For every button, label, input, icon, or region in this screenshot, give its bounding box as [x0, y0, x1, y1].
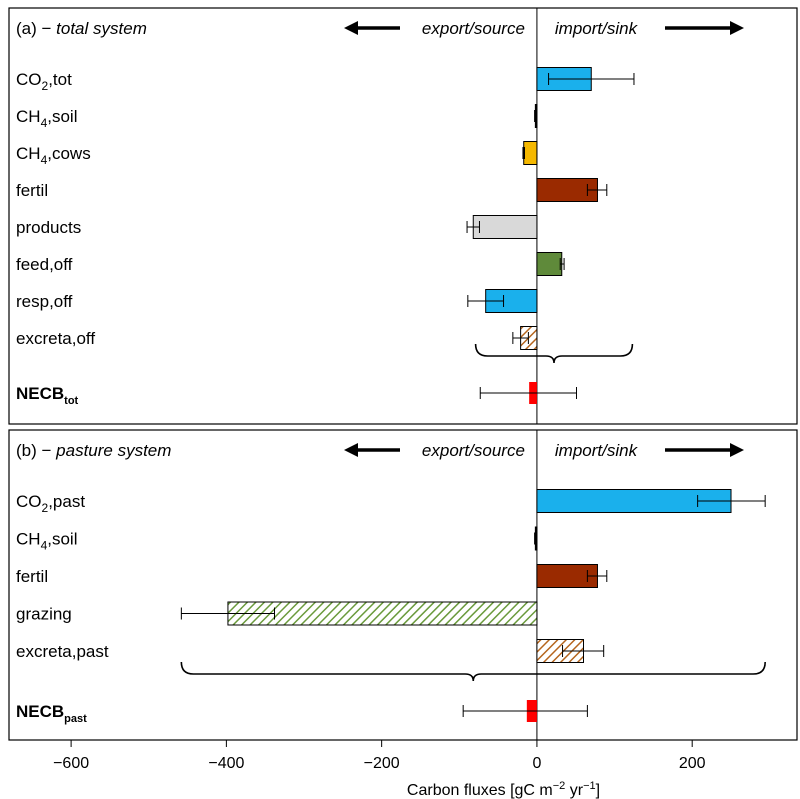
x-tick-label: −400 [208, 755, 244, 772]
bar-label: resp,off [16, 292, 73, 311]
x-axis-label: Carbon fluxes [gC m−2 yr−1] [407, 780, 600, 799]
x-tick-label: 200 [679, 755, 706, 772]
necb-label: NECBpast [16, 702, 87, 725]
panel-title: (a) − total system [16, 19, 147, 38]
bar-label: fertil [16, 181, 48, 200]
x-tick-label: −200 [364, 755, 400, 772]
bar-label: excreta,off [16, 329, 95, 348]
import-arrow-head [730, 21, 744, 35]
x-tick-label: 0 [532, 755, 541, 772]
sum-brace [474, 343, 634, 364]
bar-label: CO2,tot [16, 70, 72, 93]
bar-label: excreta,past [16, 642, 109, 661]
export-source-label: export/source [422, 19, 525, 38]
export-arrow-head [344, 443, 358, 457]
panel-a: (a) − total system export/source import/si… [8, 7, 798, 425]
bar-label: CO2,past [16, 492, 85, 515]
sum-brace [180, 661, 766, 682]
panel-frame [8, 429, 798, 741]
export-source-label: export/source [422, 441, 525, 460]
x-tick-label: −600 [53, 755, 89, 772]
import-sink-label: import/sink [555, 19, 639, 38]
bar-label: fertil [16, 567, 48, 586]
x-axis: −600 −400 −200 0 200 Carbon fluxes [gC m−2 yr… [53, 740, 706, 799]
import-sink-label: import/sink [555, 441, 639, 460]
bar-label: CH4,soil [16, 107, 77, 130]
necb-label: NECBtot [16, 384, 79, 407]
import-arrow-head [730, 443, 744, 457]
bar [472, 215, 538, 239]
bar-label: grazing [16, 605, 72, 624]
panel-frame [8, 7, 798, 425]
bar-label: CH4,cows [16, 144, 91, 167]
bar-label: feed,off [16, 255, 73, 274]
panel-b: (b) − pasture system export/source import/… [8, 429, 798, 741]
bar-label: CH4,soil [16, 530, 77, 553]
bar [523, 141, 538, 165]
bar [536, 252, 563, 276]
panel-title: (b) − pasture system [16, 441, 171, 460]
bar-label: products [16, 218, 81, 237]
export-arrow-head [344, 21, 358, 35]
